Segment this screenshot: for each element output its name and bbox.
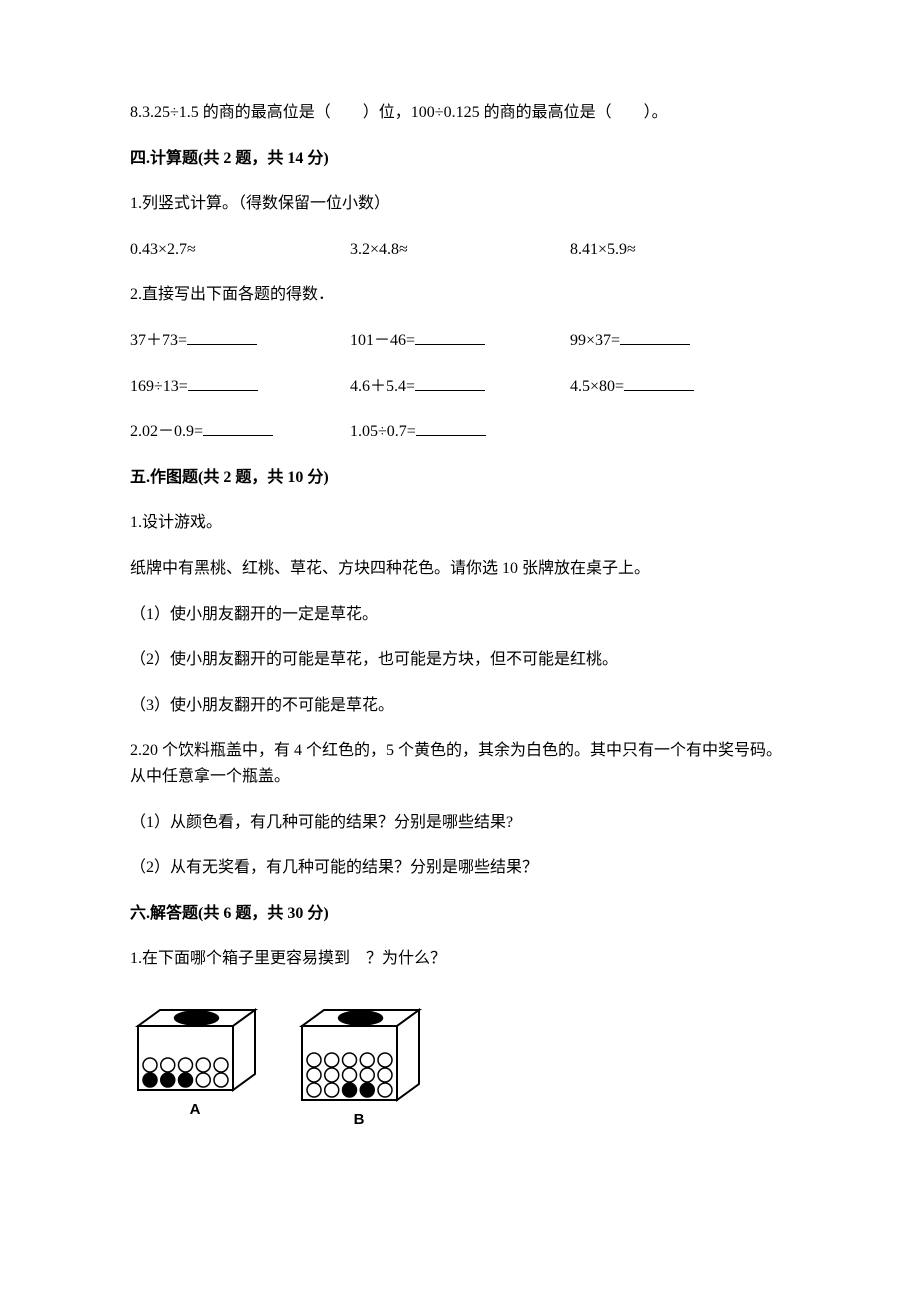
sec4-q2-eq7: 2.02－0.9=: [130, 419, 350, 445]
box-b-figure: B: [294, 1004, 424, 1132]
sec5-q1-prompt: 1.设计游戏。: [130, 510, 790, 536]
sec5-q2-prompt: 2.20 个饮料瓶盖中，有 4 个红色的，5 个黄色的，其余为白色的。其中只有一…: [130, 738, 790, 789]
sec4-q2-eq8: 1.05÷0.7=: [350, 419, 570, 445]
sec4-q2-eq2: 101－46=: [350, 328, 570, 354]
sec4-q1-eq3: 8.41×5.9≈: [570, 237, 790, 263]
sec4-q2-eq3: 99×37=: [570, 328, 790, 354]
sec4-q2-eq4: 169÷13=: [130, 374, 350, 400]
box-a-figure: A: [130, 1004, 260, 1132]
sec4-q2-row2: 169÷13= 4.6＋5.4= 4.5×80=: [130, 374, 790, 400]
sec4-q2-eq5: 4.6＋5.4=: [350, 374, 570, 400]
sec5-q1-sub2: （2）使小朋友翻开的可能是草花，也可能是方块，但不可能是红桃。: [130, 647, 790, 673]
sec4-q2-eq1: 37＋73=: [130, 328, 350, 354]
sec4-q2-empty: [570, 419, 790, 445]
eq-text: 169÷13=: [130, 378, 188, 395]
sec4-q2-eq6: 4.5×80=: [570, 374, 790, 400]
eq-text: 2.02－0.9=: [130, 423, 203, 440]
sec4-q2-row1: 37＋73= 101－46= 99×37=: [130, 328, 790, 354]
box-a-svg: [130, 1004, 260, 1094]
answer-blank: [624, 375, 694, 391]
section-6-heading: 六.解答题(共 6 题，共 30 分): [130, 901, 790, 927]
eq-text: 4.6＋5.4=: [350, 378, 415, 395]
sec6-q1-prompt: 1.在下面哪个箱子里更容易摸到 ？为什么？: [130, 946, 790, 972]
sec4-q2-prompt: 2.直接写出下面各题的得数．: [130, 282, 790, 308]
answer-blank: [415, 375, 485, 391]
question-8-text: 8.3.25÷1.5 的商的最高位是（ ）位，100÷0.125 的商的最高位是…: [130, 100, 790, 126]
section-4-heading: 四.计算题(共 2 题，共 14 分): [130, 146, 790, 172]
answer-blank: [620, 329, 690, 345]
box-b-svg: [294, 1004, 424, 1104]
answer-blank: [188, 375, 258, 391]
sec4-q1-eq2: 3.2×4.8≈: [350, 237, 570, 263]
eq-text: 37＋73=: [130, 332, 187, 349]
sec4-q1-equations: 0.43×2.7≈ 3.2×4.8≈ 8.41×5.9≈: [130, 237, 790, 263]
sec4-q1-eq1: 0.43×2.7≈: [130, 237, 350, 263]
answer-blank: [187, 329, 257, 345]
answer-blank: [415, 329, 485, 345]
answer-blank: [416, 420, 486, 436]
sec5-q2-sub1: （1）从颜色看，有几种可能的结果？分别是哪些结果?: [130, 810, 790, 836]
sec4-q1-prompt: 1.列竖式计算。（得数保留一位小数）: [130, 191, 790, 217]
eq-text: 101－46=: [350, 332, 415, 349]
section-5-heading: 五.作图题(共 2 题，共 10 分): [130, 465, 790, 491]
sec4-q2-row3: 2.02－0.9= 1.05÷0.7=: [130, 419, 790, 445]
box-figures-row: A B: [130, 1004, 790, 1132]
answer-blank: [203, 420, 273, 436]
sec5-q2-sub2: （2）从有无奖看，有几种可能的结果？分别是哪些结果？: [130, 855, 790, 881]
box-a-label: A: [190, 1098, 201, 1122]
sec5-q1-intro: 纸牌中有黑桃、红桃、草花、方块四种花色。请你选 10 张牌放在桌子上。: [130, 556, 790, 582]
sec5-q1-sub3: （3）使小朋友翻开的不可能是草花。: [130, 693, 790, 719]
sec5-q1-sub1: （1）使小朋友翻开的一定是草花。: [130, 602, 790, 628]
eq-text: 1.05÷0.7=: [350, 423, 416, 440]
eq-text: 4.5×80=: [570, 378, 624, 395]
eq-text: 99×37=: [570, 332, 620, 349]
box-b-label: B: [354, 1108, 365, 1132]
